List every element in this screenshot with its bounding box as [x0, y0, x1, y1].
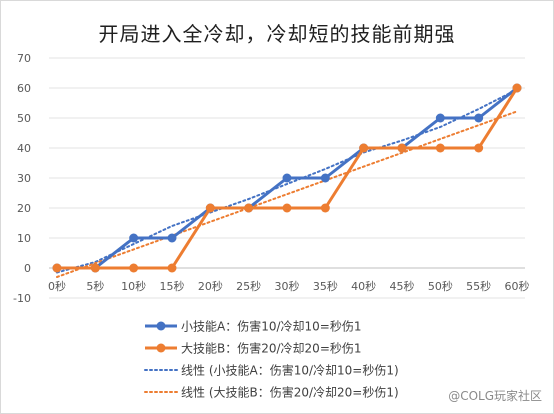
x-tick-label: 15秒: [160, 279, 185, 293]
y-tick-label: 10: [17, 232, 31, 245]
data-point-series2: [205, 203, 215, 213]
data-point-series2: [435, 143, 445, 153]
legend-swatch-marker: [156, 321, 166, 331]
data-point-series1: [129, 233, 139, 243]
chart-title: 开局进入全冷却，冷却短的技能前期强: [98, 22, 456, 46]
data-point-series2: [52, 263, 62, 273]
x-tick-label: 45秒: [390, 279, 415, 293]
x-tick-label: 30秒: [275, 279, 300, 293]
data-point-series1: [320, 173, 330, 183]
y-tick-label: 40: [17, 142, 31, 155]
y-axis: -10 0 10 20 30 40 50 60 70: [13, 52, 31, 305]
x-axis: 0秒 5秒 10秒 15秒 20秒 25秒 30秒 35秒 40秒 45秒 50秒 55秒 60秒: [48, 279, 530, 293]
y-tick-label: 30: [17, 172, 31, 185]
x-tick-label: 55秒: [466, 279, 491, 293]
data-point-series1: [282, 173, 292, 183]
legend-label: 线性 (大技能B：伤害20/冷却20=秒伤1): [181, 385, 399, 400]
data-point-series2: [129, 263, 139, 273]
y-tick-label: -10: [13, 292, 31, 305]
x-tick-label: 0秒: [48, 279, 66, 293]
data-point-series1: [474, 113, 484, 123]
legend: 小技能A：伤害10/冷却10=秒伤1 大技能B：伤害20/冷却20=秒伤1 线性 (…: [144, 319, 399, 400]
data-point-series2: [244, 203, 254, 213]
y-tick-label: 20: [17, 202, 31, 215]
x-tick-label: 50秒: [428, 279, 453, 293]
legend-swatch-marker: [156, 343, 166, 353]
x-tick-label: 40秒: [351, 279, 376, 293]
y-tick-label: 60: [17, 82, 31, 95]
data-point-series1: [167, 233, 177, 243]
legend-label: 线性 (小技能A：伤害10/冷却10=秒伤1): [181, 363, 399, 378]
data-point-series2: [90, 263, 100, 273]
trendline-1: [56, 88, 518, 274]
y-tick-label: 50: [17, 112, 31, 125]
x-tick-label: 60秒: [505, 279, 530, 293]
legend-label: 小技能A：伤害10/冷却10=秒伤1: [181, 319, 361, 334]
y-tick-label: 70: [17, 52, 31, 65]
trendline-2: [56, 110, 518, 278]
data-point-series2: [512, 83, 522, 93]
data-point-series2: [320, 203, 330, 213]
legend-label: 大技能B：伤害20/冷却20=秒伤1: [181, 341, 362, 356]
x-tick-label: 20秒: [198, 279, 223, 293]
data-point-series2: [167, 263, 177, 273]
data-point-series2: [397, 143, 407, 153]
trendlines: [56, 88, 518, 278]
x-tick-label: 5秒: [86, 279, 104, 293]
data-point-series2: [359, 143, 369, 153]
x-tick-label: 25秒: [236, 279, 261, 293]
data-point-series1: [435, 113, 445, 123]
x-tick-label: 35秒: [313, 279, 338, 293]
x-tick-label: 10秒: [121, 279, 146, 293]
data-point-series2: [282, 203, 292, 213]
data-point-series2: [474, 143, 484, 153]
watermark: @COLG玩家社区: [448, 389, 542, 403]
y-tick-label: 0: [24, 262, 31, 275]
data-series: [52, 83, 522, 273]
